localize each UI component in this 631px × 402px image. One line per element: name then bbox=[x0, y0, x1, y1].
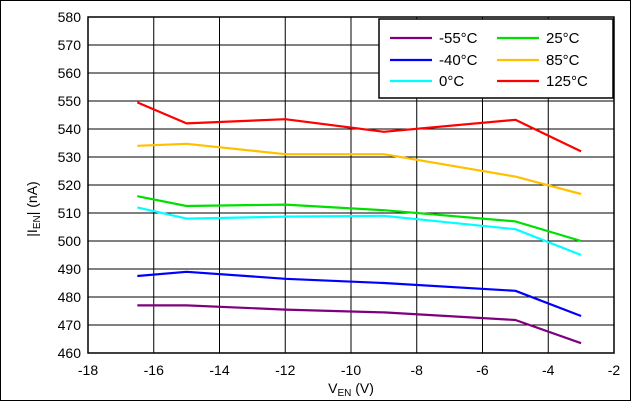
y-tick-label: 580 bbox=[58, 9, 82, 25]
series-line-minus-40C bbox=[137, 270, 582, 318]
x-tick-label: -12 bbox=[275, 362, 295, 378]
x-tick-label: -6 bbox=[476, 362, 489, 378]
series-line-25C bbox=[137, 195, 582, 243]
legend-label-minus-55C: -55°C bbox=[439, 30, 478, 47]
y-tick-label: 540 bbox=[58, 121, 82, 137]
x-tick-label: -8 bbox=[411, 362, 424, 378]
series-line-125C bbox=[136, 101, 582, 153]
y-tick-labels: 460 470 480 490 500 510 520 530 540 550 560 570 580 bbox=[58, 9, 82, 361]
series-line-minus-55C bbox=[137, 304, 582, 345]
y-tick-label: 570 bbox=[58, 37, 82, 53]
x-tick-label: -4 bbox=[542, 362, 555, 378]
legend-label-85C: 85°C bbox=[546, 52, 580, 69]
x-tick-label: -14 bbox=[209, 362, 229, 378]
y-tick-label: 550 bbox=[58, 93, 82, 109]
y-tick-label: 510 bbox=[58, 205, 82, 221]
x-tick-label: -16 bbox=[144, 362, 164, 378]
y-tick-label: 490 bbox=[58, 261, 82, 277]
legend-label-25C: 25°C bbox=[546, 30, 580, 47]
series-line-0C bbox=[137, 206, 582, 257]
y-tick-label: 480 bbox=[58, 289, 82, 305]
series-lines bbox=[136, 101, 582, 345]
x-tick-label: -18 bbox=[78, 362, 98, 378]
y-tick-label: 530 bbox=[58, 149, 82, 165]
x-tick-label: -2 bbox=[608, 362, 621, 378]
legend-label-minus-40C: -40°C bbox=[439, 52, 478, 69]
legend-label-125C: 125°C bbox=[546, 73, 588, 90]
y-tick-label: 470 bbox=[58, 317, 82, 333]
y-tick-label: 460 bbox=[58, 345, 82, 361]
x-tick-label: -10 bbox=[341, 362, 361, 378]
x-axis-label: VEN (V) bbox=[328, 380, 374, 399]
y-tick-label: 520 bbox=[58, 177, 82, 193]
plot-border bbox=[87, 16, 615, 354]
y-axis-label: |IEN| (nA) bbox=[24, 181, 43, 236]
x-tick-labels: -18 -16 -14 -12 -10 -8 -6 -4 -2 bbox=[78, 362, 621, 378]
series-line-85C bbox=[137, 142, 582, 196]
y-tick-label: 500 bbox=[58, 233, 82, 249]
legend-label-0C: 0°C bbox=[439, 73, 464, 90]
y-tick-label: 560 bbox=[58, 65, 82, 81]
legend: -55°C -40°C 0°C 25°C 85°C 125°C bbox=[378, 18, 614, 99]
legend-box bbox=[378, 18, 614, 99]
